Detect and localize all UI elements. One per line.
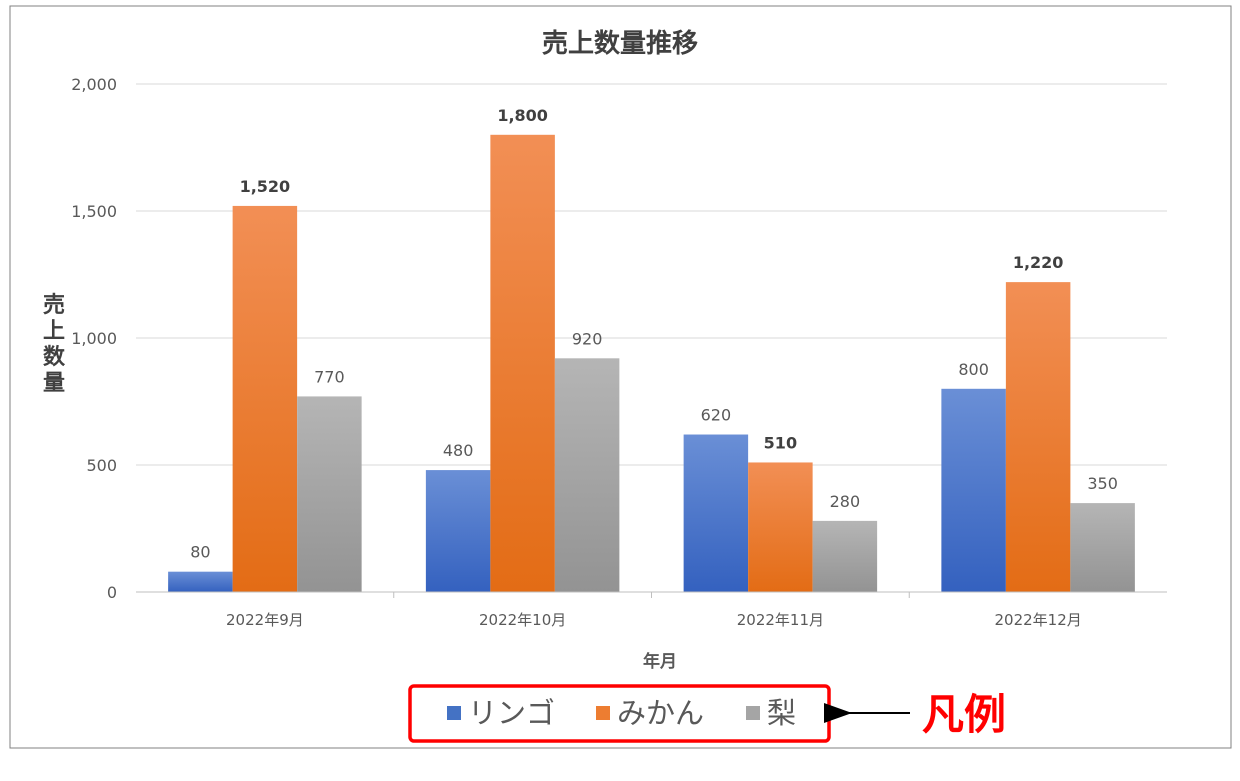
- value-label: 1,220: [1013, 253, 1064, 272]
- bars: [168, 134, 1135, 593]
- x-tick-label: 2022年12月: [994, 611, 1081, 629]
- legend-label: 梨: [767, 696, 796, 730]
- bar-0-0: [168, 571, 233, 592]
- x-axis-ticks: 2022年9月 2022年10月 2022年11月 2022年12月: [226, 592, 1082, 629]
- value-label: 510: [764, 433, 797, 452]
- bar-0-2: [683, 434, 749, 592]
- chart-title: 売上数量推移: [542, 29, 698, 59]
- y-tick-label: 1,000: [71, 329, 117, 348]
- bar-2-2: [812, 520, 878, 592]
- y-tick-label: 1,500: [71, 202, 117, 221]
- bar-1-0: [232, 205, 298, 593]
- value-label: 920: [572, 329, 603, 348]
- value-label: 350: [1087, 474, 1118, 493]
- y-axis-ticks: 0 500 1,000 1,500 2,000: [71, 75, 117, 602]
- bar-1-3: [1005, 282, 1071, 592]
- value-label: 280: [830, 492, 861, 511]
- bar-0-1: [425, 470, 491, 592]
- value-label: 480: [443, 441, 474, 460]
- legend: リンゴ みかん 梨: [447, 696, 796, 730]
- bar-1-1: [490, 134, 555, 593]
- bar-2-3: [1070, 503, 1135, 592]
- legend-label: みかん: [617, 696, 704, 730]
- value-label: 1,520: [240, 177, 291, 196]
- value-labels: 80 1,520 770 480 1,800 920 620 510 280 800 1,220 35…: [190, 106, 1118, 562]
- y-axis-label: 売上数量: [43, 292, 66, 396]
- y-axis-label-char: 売: [43, 292, 65, 318]
- y-axis-label-char: 量: [43, 371, 65, 396]
- value-label: 770: [314, 367, 345, 386]
- y-tick-label: 500: [86, 456, 117, 475]
- legend-swatch: [596, 706, 610, 720]
- value-label: 80: [190, 543, 210, 562]
- annotation-label: 凡例: [922, 690, 1006, 739]
- y-tick-label: 2,000: [71, 75, 117, 94]
- bar-0-3: [941, 388, 1006, 592]
- x-tick-label: 2022年11月: [737, 611, 824, 629]
- bar-1-2: [748, 462, 813, 592]
- value-label: 620: [701, 406, 732, 425]
- y-tick-label: 0: [107, 583, 117, 602]
- x-tick-label: 2022年10月: [479, 611, 566, 629]
- value-label: 1,800: [497, 106, 548, 125]
- x-axis-label: 年月: [643, 651, 677, 672]
- x-tick-label: 2022年9月: [226, 611, 304, 629]
- legend-label: リンゴ: [468, 696, 555, 730]
- bar-2-0: [297, 396, 362, 592]
- legend-swatch: [746, 706, 760, 720]
- y-axis-label-char: 上: [43, 319, 65, 344]
- bar-2-1: [554, 358, 620, 592]
- value-label: 800: [958, 360, 989, 379]
- y-axis-label-char: 数: [43, 344, 66, 370]
- legend-swatch: [447, 706, 461, 720]
